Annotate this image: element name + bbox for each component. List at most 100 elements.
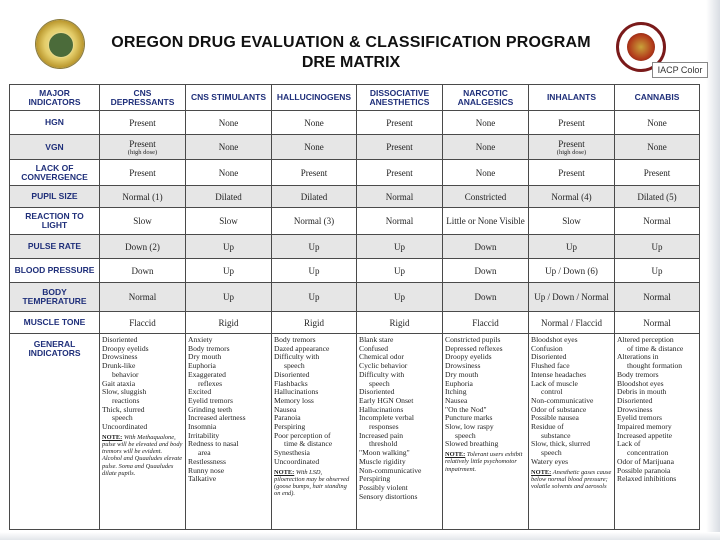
list-item: Slowed breathing (445, 439, 499, 449)
note-label: NOTE: (531, 468, 552, 476)
table-cell: Present (528, 159, 615, 186)
list-item: Altered perception (617, 335, 674, 344)
table-cell: Rigid (185, 311, 272, 334)
list-item: control (541, 387, 563, 397)
list-item: Slow, low raspy (445, 422, 494, 432)
list-item: Disoriented (359, 387, 395, 397)
list-item: Exaggerated (188, 369, 226, 379)
list-item: Eyelid tremors (188, 395, 233, 405)
list-item: Disoriented (102, 335, 138, 344)
table-cell: Slow (99, 207, 186, 235)
table-cell: Normal (1) (99, 185, 186, 208)
general-indicators-row: GENERAL INDICATORS Disoriented Droopy eye… (9, 333, 700, 530)
table-cell: Present (99, 110, 186, 135)
table-cell: Up (271, 234, 357, 259)
table-row: MUSCLE TONE Flaccid Rigid Rigid Rigid Fl… (9, 311, 700, 334)
table-cell: Up (356, 258, 443, 283)
note-label: NOTE: (445, 451, 466, 459)
list-item: Droopy eyelids (102, 343, 149, 353)
table-cell: Present (99, 159, 186, 186)
list-item: Non-communicative (359, 465, 422, 475)
table-cell: Up / Down / Normal (528, 282, 615, 312)
slide-edge-shadow (706, 0, 720, 540)
list-item: of time & distance (627, 343, 684, 353)
list-item: Nausea (274, 404, 297, 414)
list-item: Perspiring (274, 422, 306, 432)
indicator-label: PULSE RATE (9, 234, 100, 259)
table-cell: Up (185, 282, 272, 312)
note-text: With LSD, piloerection may be observed (… (274, 468, 350, 498)
list-item: Odor of substance (531, 404, 587, 414)
table-cell: Up (528, 234, 615, 259)
list-item: Gait ataxia (102, 378, 136, 388)
iacp-badge-label: IACP Color (652, 62, 708, 78)
table-cell: Normal (4) (528, 185, 615, 208)
list-item: Non-communicative (531, 395, 594, 405)
list-item: Increased appetite (617, 430, 673, 440)
list-item: area (198, 448, 211, 458)
list-item: Increased pain (359, 430, 404, 440)
table-cell: Slow (185, 207, 272, 235)
list-item: Body tremors (188, 343, 230, 353)
note-text: With Methaqualone, pulse will be elevate… (102, 433, 183, 477)
table-row: REACTION TO LIGHT Slow Slow Normal (3) N… (9, 207, 700, 235)
page-title: OREGON DRUG EVALUATION & CLASSIFICATION … (111, 34, 591, 51)
table-cell: Normal (614, 207, 700, 235)
table-cell: Up (185, 258, 272, 283)
list-item: Poor perception of (274, 430, 331, 440)
table-cell: Normal / Flaccid (528, 311, 615, 334)
list-item: Disoriented (617, 395, 653, 405)
note-label: NOTE: (102, 433, 123, 441)
list-item: Droopy eyelids (445, 352, 492, 362)
indicator-label: PUPIL SIZE (9, 185, 100, 208)
table-cell: Dilated (5) (614, 185, 700, 208)
list-item: concentration (627, 448, 669, 458)
table-row: LACK OF CONVERGENCE Present None Present… (9, 159, 700, 186)
list-item: "Moon walking" (359, 448, 410, 458)
table-cell: Flaccid (99, 311, 186, 334)
indicator-label: MUSCLE TONE (9, 311, 100, 334)
list-item: Dazed appearance (274, 343, 330, 353)
column-header-cns-stimulants: CNS STIMULANTS (185, 84, 272, 111)
list-item: threshold (369, 439, 398, 449)
table-cell: Down (442, 258, 529, 283)
list-item: Grinding teeth (188, 404, 233, 414)
list-item: Incomplete verbal (359, 413, 415, 423)
table-row: VGN Present (high dose) None None Present… (9, 134, 700, 160)
list-item: Itching (445, 387, 467, 397)
list-item: Confused (359, 343, 389, 353)
table-cell: Up / Down (6) (528, 258, 615, 283)
list-item: Dry mouth (188, 352, 222, 362)
list-item: Intense headaches (531, 369, 587, 379)
column-header-dissociative-anesthetics: DISSOCIATIVE ANESTHETICS (356, 84, 443, 111)
list-item: Alterations in (617, 352, 659, 362)
list-item: Slow, thick, slurred (531, 439, 590, 449)
list-item: Disoriented (531, 352, 567, 362)
list-item: Lack of muscle (531, 378, 578, 388)
list-item: speech (284, 361, 305, 371)
table-cell: Slow (528, 207, 615, 235)
table-cell: Present (356, 110, 443, 135)
list-item: Nausea (445, 395, 468, 405)
list-item: thought formation (627, 361, 683, 371)
list-item: Confusion (531, 343, 563, 353)
list-item: speech (541, 448, 562, 458)
list-item: Hallucinations (274, 387, 319, 397)
column-header-cns-depressants: CNS DEPRESSANTS (99, 84, 186, 111)
list-item: Watery eyes (531, 456, 569, 466)
column-header-narcotic-analgesics: NARCOTIC ANALGESICS (442, 84, 529, 111)
list-item: Body tremors (274, 335, 316, 344)
note-text: Tolerant users exhibit relatively little… (445, 451, 523, 473)
table-cell: Present (528, 110, 615, 135)
list-item: Insomnia (188, 422, 217, 432)
list-note: NOTE: With LSD, piloerection may be obse… (274, 469, 354, 498)
list-item: Drunk-like (102, 361, 136, 371)
general-list-hallucinogens: Body tremors Dazed appearance Difficulty w… (271, 333, 357, 530)
list-item: Body tremors (617, 369, 659, 379)
list-item: Impaired memory (617, 422, 672, 432)
table-cell: Constricted (442, 185, 529, 208)
indicator-label: BODY TEMPERATURE (9, 282, 100, 312)
dre-matrix-table: MAJOR INDICATORS CNS DEPRESSANTS CNS STI… (9, 84, 700, 530)
general-list-stimulants: Anxiety Body tremors Dry mouth Euphoria Exag… (185, 333, 272, 530)
list-item: Bloodshot eyes (617, 378, 664, 388)
